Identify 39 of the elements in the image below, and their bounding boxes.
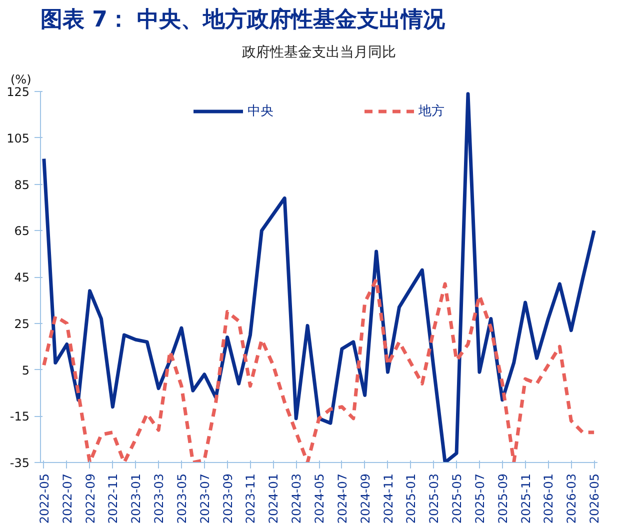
x-tick-label: 2024-11	[381, 474, 396, 524]
x-tick-label: 2023-03	[152, 474, 166, 524]
chart-subtitle: 政府性基金支出当月同比	[242, 44, 396, 60]
legend-label: 中央	[248, 103, 274, 120]
y-tick-label: 85	[14, 178, 30, 192]
x-tick-label: 2024-09	[358, 474, 372, 524]
y-tick-label: 5	[22, 363, 30, 378]
x-tick-label: 2024-03	[290, 474, 304, 524]
x-tick-label: 2024-01	[266, 474, 281, 524]
x-tick-label: 2026-01	[542, 474, 556, 524]
x-tick-label: 2022-11	[106, 474, 120, 524]
x-tick-label: 2024-05	[312, 474, 326, 524]
x-tick-label: 2025-01	[404, 474, 418, 524]
x-tick-label: 2025-03	[427, 474, 442, 524]
y-tick-label: 65	[14, 224, 30, 238]
x-tick-label: 2023-07	[198, 474, 212, 524]
x-tick-label: 2023-09	[220, 474, 235, 524]
y-tick-label: 45	[14, 270, 30, 284]
x-tick-label: 2025-05	[450, 474, 464, 524]
x-tick-label: 2022-09	[83, 474, 98, 524]
y-tick-label: 25	[14, 316, 30, 331]
x-tick-label: 2023-01	[129, 474, 144, 524]
x-tick-label: 2022-07	[60, 474, 74, 524]
y-tick-label: 105	[6, 131, 30, 146]
x-tick-label: 2026-03	[564, 474, 579, 524]
x-tick-label: 2023-05	[174, 474, 189, 524]
x-tick-label: 2025-09	[496, 474, 510, 524]
legend-label: 地方	[418, 103, 444, 120]
y-tick-label: 125	[6, 85, 30, 99]
y-axis-title: (%)	[10, 72, 32, 86]
x-tick-label: 2023-11	[244, 474, 258, 524]
y-tick-label: -35	[10, 456, 30, 470]
chart-title: 图表 7： 中央、地方政府性基金支出情况	[40, 6, 446, 32]
x-tick-label: 2025-07	[472, 474, 487, 524]
x-tick-label: 2026-05	[588, 474, 602, 524]
x-tick-label: 2025-11	[518, 474, 533, 524]
x-tick-label: 2022-05	[37, 474, 52, 524]
x-tick-label: 2024-07	[335, 474, 350, 524]
y-tick-label: -15	[10, 410, 30, 424]
